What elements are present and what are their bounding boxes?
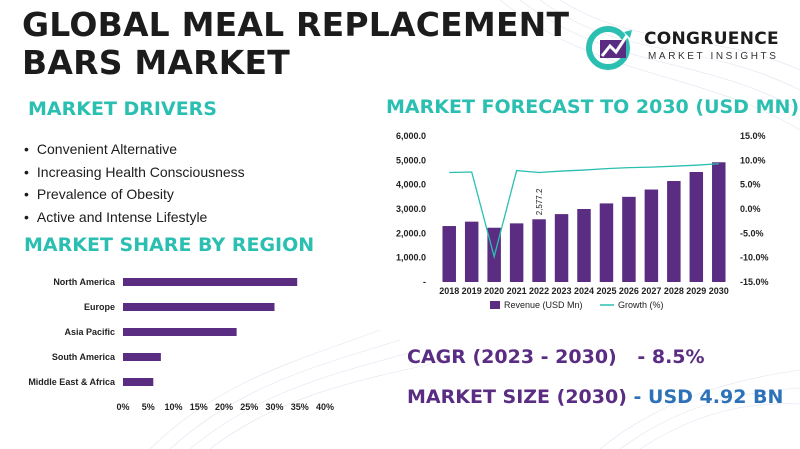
left-y-tick-label: 2,000.0 <box>396 228 426 238</box>
year-tick-label: 2025 <box>596 286 616 296</box>
region-share-chart: North America Europe Asia Pacific South Ame… <box>28 277 334 412</box>
revenue-bar <box>599 203 614 282</box>
right-y-tick-label: 10.0% <box>740 155 766 165</box>
market-size-stat: MARKET SIZE (2030) - USD 4.92 BN <box>407 386 783 408</box>
revenue-bar <box>442 226 456 282</box>
left-y-tick-label: 4,000.0 <box>396 180 426 190</box>
region-x-tick-label: 20% <box>215 402 233 412</box>
region-category-label: Asia Pacific <box>64 327 115 337</box>
revenue-bar <box>554 214 569 282</box>
left-y-tick-label: 3,000.0 <box>396 204 426 214</box>
region-bar <box>123 303 275 311</box>
region-x-tick-label: 35% <box>291 402 309 412</box>
driver-item: Prevalence of Obesity <box>24 183 245 206</box>
revenue-bar <box>464 221 479 282</box>
year-tick-label: 2029 <box>686 286 706 296</box>
year-tick-label: 2022 <box>529 286 549 296</box>
year-tick-label: 2023 <box>552 286 572 296</box>
forecast-heading: MARKET FORECAST TO 2030 (USD MN) <box>386 96 800 118</box>
logo-name: CONGRUENCE <box>644 29 779 49</box>
year-tick-label: 2020 <box>484 286 504 296</box>
region-x-tick-label: 0% <box>116 402 129 412</box>
market-drivers-heading: MARKET DRIVERS <box>28 98 217 120</box>
revenue-bar <box>622 196 636 282</box>
legend-revenue-swatch <box>490 301 500 309</box>
legend-growth-label: Growth (%) <box>618 300 664 310</box>
market-drivers-list: Convenient Alternative Increasing Health… <box>24 138 245 228</box>
revenue-bar <box>712 162 726 282</box>
region-x-tick-label: 25% <box>240 402 258 412</box>
region-bar <box>123 328 237 336</box>
driver-item: Increasing Health Consciousness <box>24 161 245 184</box>
revenue-bar <box>689 172 704 282</box>
left-y-tick-label: - <box>423 277 426 287</box>
right-y-tick-label: -10.0% <box>740 253 769 263</box>
revenue-bar <box>577 209 591 282</box>
region-category-label: North America <box>53 277 116 287</box>
right-y-tick-label: -5.0% <box>740 228 764 238</box>
growth-line <box>449 163 719 260</box>
region-x-tick-label: 15% <box>190 402 208 412</box>
company-logo: CONGRUENCE MARKET INSIGHTS <box>584 22 794 72</box>
region-bar <box>123 278 298 286</box>
revenue-bar <box>532 219 546 282</box>
cagr-stat: CAGR (2023 - 2030) - 8.5% <box>407 346 705 368</box>
year-tick-label: 2028 <box>664 286 684 296</box>
region-x-tick-label: 10% <box>164 402 182 412</box>
region-bar <box>123 378 154 386</box>
logo-tagline: MARKET INSIGHTS <box>648 51 779 62</box>
region-x-tick-label: 40% <box>316 402 334 412</box>
revenue-bar <box>509 223 524 282</box>
forecast-chart: - 1,000.0 2,000.0 3,000.0 4,000.0 5,000.0 6,00… <box>396 131 769 310</box>
driver-item: Active and Intense Lifestyle <box>24 206 245 229</box>
region-bar <box>123 353 161 361</box>
revenue-data-label: 2,577.2 <box>535 188 544 215</box>
market-size-label: MARKET SIZE (2030) <box>407 386 627 408</box>
year-tick-label: 2030 <box>709 286 729 296</box>
revenue-bar <box>644 189 659 282</box>
year-tick-label: 2021 <box>507 286 527 296</box>
cagr-label: CAGR (2023 - 2030) <box>407 346 617 368</box>
right-y-tick-label: 0.0% <box>740 204 761 214</box>
left-y-tick-label: 1,000.0 <box>396 253 426 263</box>
cagr-value: - 8.5% <box>637 346 705 368</box>
right-y-tick-label: -15.0% <box>740 277 769 287</box>
title-line-1: GLOBAL MEAL REPLACEMENT <box>22 5 570 44</box>
right-y-tick-label: 15.0% <box>740 131 766 141</box>
year-tick-label: 2019 <box>462 286 482 296</box>
region-category-label: Europe <box>84 302 115 312</box>
region-x-tick-label: 30% <box>265 402 283 412</box>
year-tick-label: 2018 <box>439 286 459 296</box>
title-line-2: BARS MARKET <box>22 43 290 82</box>
legend-revenue-label: Revenue (USD Mn) <box>504 300 583 310</box>
year-tick-label: 2026 <box>619 286 639 296</box>
logo-mark-icon <box>586 26 632 70</box>
right-y-tick-label: 5.0% <box>740 180 761 190</box>
page-title: GLOBAL MEAL REPLACEMENT BARS MARKET <box>22 6 569 82</box>
left-y-tick-label: 6,000.0 <box>396 131 426 141</box>
year-tick-label: 2027 <box>641 286 661 296</box>
revenue-bar <box>667 181 681 282</box>
left-y-tick-label: 5,000.0 <box>396 155 426 165</box>
region-share-heading: MARKET SHARE BY REGION <box>24 234 315 256</box>
driver-item: Convenient Alternative <box>24 138 245 161</box>
region-category-label: Middle East & Africa <box>28 377 116 387</box>
market-size-value: - USD 4.92 BN <box>633 386 784 408</box>
year-tick-label: 2024 <box>574 286 594 296</box>
region-x-tick-label: 5% <box>142 402 155 412</box>
region-category-label: South America <box>52 352 116 362</box>
